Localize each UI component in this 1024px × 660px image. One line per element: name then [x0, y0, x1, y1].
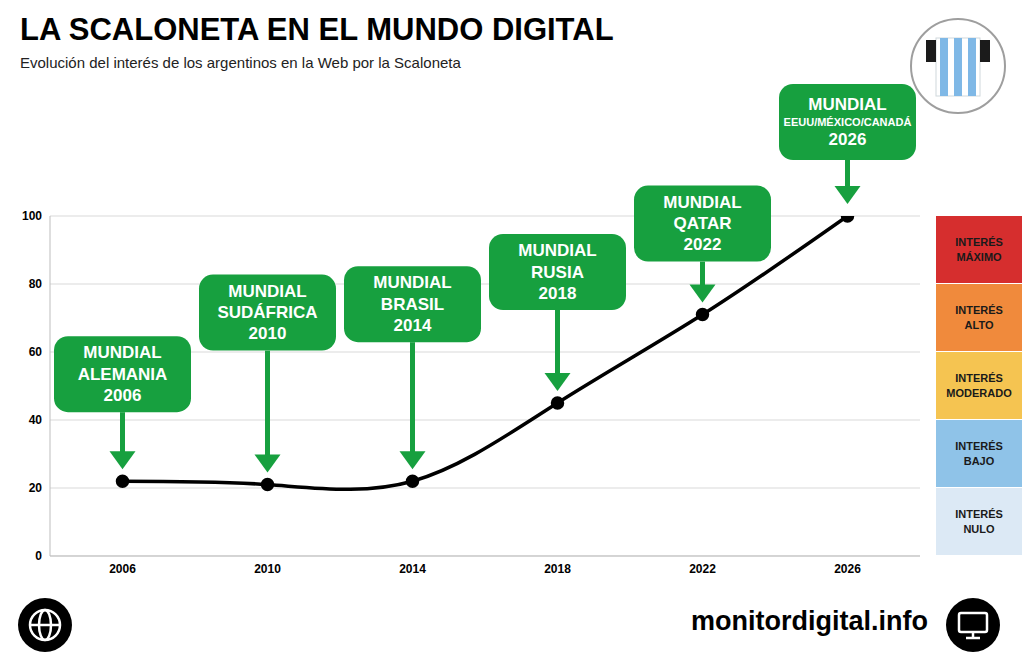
svg-text:MUNDIAL: MUNDIAL: [228, 282, 306, 301]
svg-text:2014: 2014: [399, 562, 426, 576]
svg-text:MUNDIAL: MUNDIAL: [663, 193, 741, 212]
svg-text:QATAR: QATAR: [674, 214, 732, 233]
svg-text:20: 20: [29, 481, 43, 495]
html-text:NULO: NULO: [963, 522, 995, 535]
svg-text:MUNDIAL: MUNDIAL: [518, 241, 596, 260]
svg-text:MUNDIAL: MUNDIAL: [808, 95, 886, 114]
html-text:INTERÉS: INTERÉS: [955, 439, 1003, 452]
html-text:INTERÉS: INTERÉS: [955, 235, 1003, 248]
svg-text:2018: 2018: [544, 562, 571, 576]
svg-text:2010: 2010: [249, 324, 287, 343]
svg-text:ALEMANIA: ALEMANIA: [78, 365, 168, 384]
svg-text:2014: 2014: [394, 316, 432, 335]
svg-text:BRASIL: BRASIL: [381, 295, 444, 314]
html-text:INTERÉS: INTERÉS: [955, 371, 1003, 384]
svg-text:2018: 2018: [539, 284, 577, 303]
svg-text:80: 80: [29, 277, 43, 291]
html-text:Evolución del interés de los a: Evolución del interés de los argentinos …: [20, 54, 461, 71]
html-text:INTERÉS: INTERÉS: [955, 507, 1003, 520]
svg-text:60: 60: [29, 345, 43, 359]
svg-text:40: 40: [29, 413, 43, 427]
svg-text:RUSIA: RUSIA: [531, 263, 584, 282]
svg-text:100: 100: [22, 209, 42, 223]
svg-text:2022: 2022: [689, 562, 716, 576]
svg-text:2006: 2006: [104, 386, 142, 405]
svg-text:2010: 2010: [254, 562, 281, 576]
svg-text:MUNDIAL: MUNDIAL: [373, 273, 451, 292]
svg-text:0: 0: [35, 549, 42, 563]
html-text:MODERADO: MODERADO: [946, 386, 1012, 399]
html-text:BAJO: BAJO: [963, 454, 995, 467]
html-text:INTERÉS: INTERÉS: [955, 303, 1003, 316]
svg-text:2006: 2006: [109, 562, 136, 576]
html-text:MÁXIMO: MÁXIMO: [956, 250, 1002, 263]
svg-text:SUDÁFRICA: SUDÁFRICA: [217, 303, 317, 322]
svg-text:2026: 2026: [834, 562, 861, 576]
svg-text:MUNDIAL: MUNDIAL: [83, 343, 161, 362]
svg-text:2026: 2026: [829, 130, 867, 149]
html-text:ALTO: ALTO: [964, 318, 994, 331]
html-text:LA SCALONETA EN EL MUNDO DIGIT: LA SCALONETA EN EL MUNDO DIGITAL: [20, 12, 614, 47]
html-text:monitordigital.info: monitordigital.info: [691, 606, 928, 636]
svg-text:EEUU/MÉXICO/CANADÁ: EEUU/MÉXICO/CANADÁ: [784, 116, 912, 128]
svg-text:2022: 2022: [684, 235, 722, 254]
